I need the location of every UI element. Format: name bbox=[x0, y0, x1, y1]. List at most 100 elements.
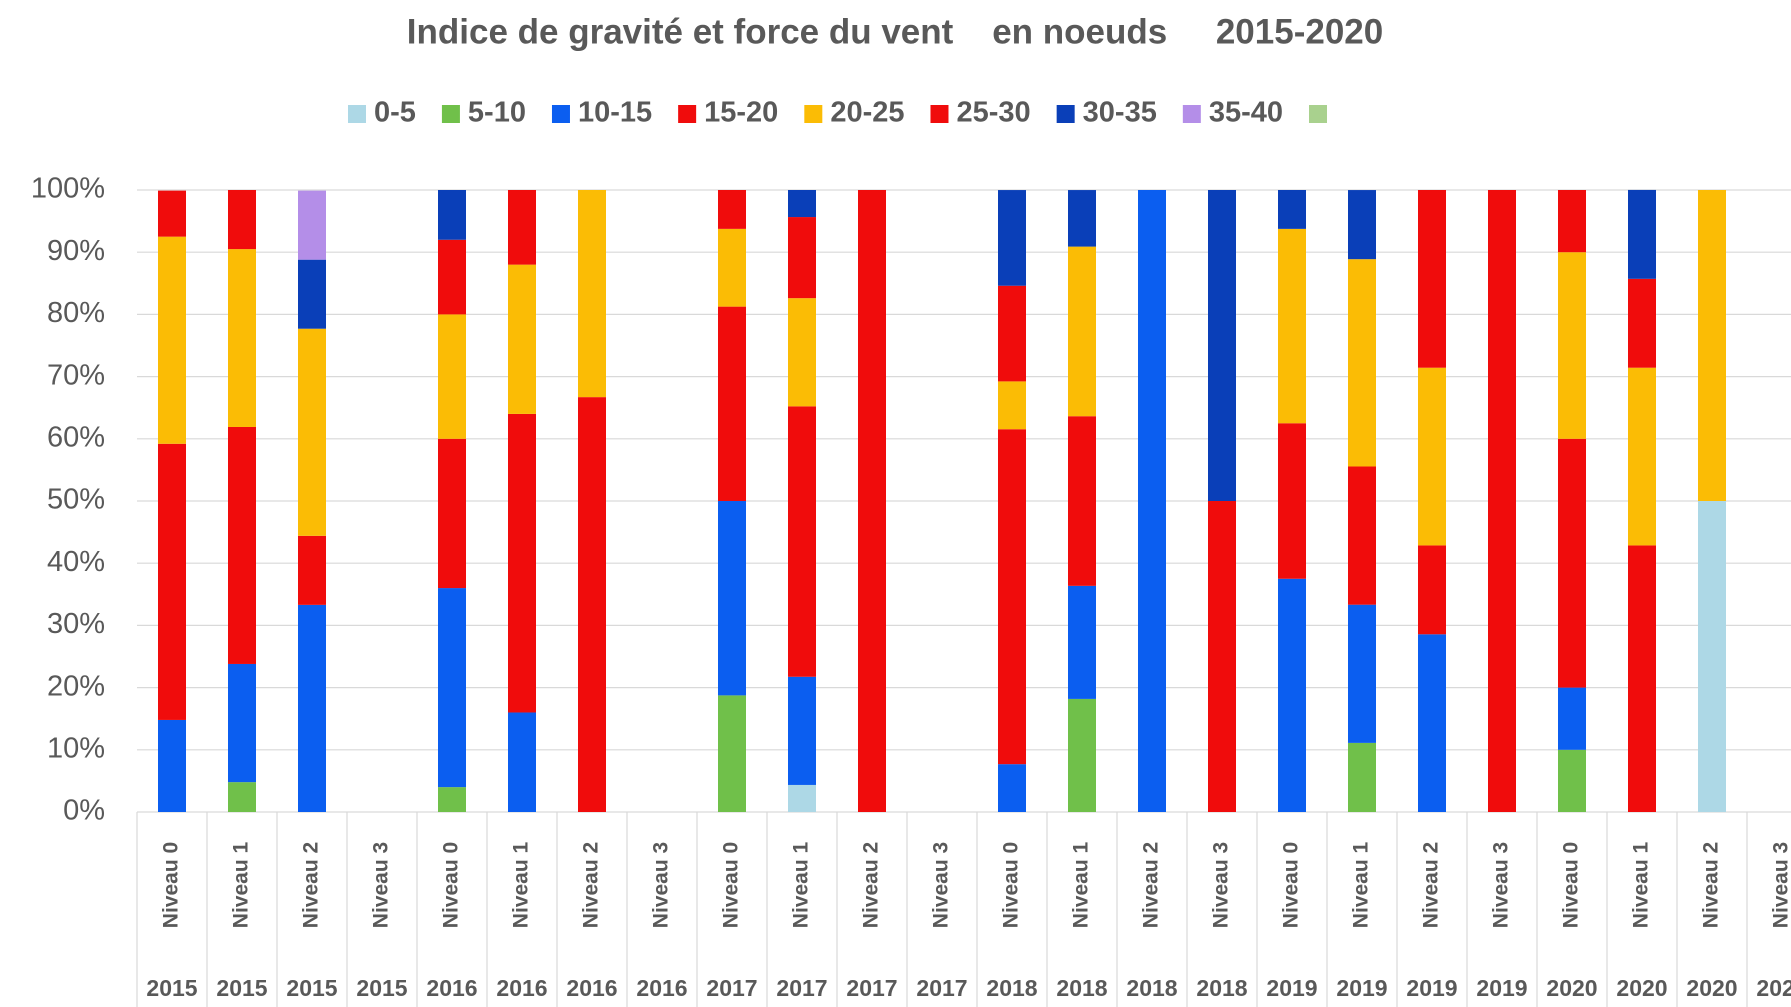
bar-segment bbox=[438, 190, 466, 240]
bar-segment bbox=[718, 695, 746, 812]
legend-swatch bbox=[930, 105, 949, 123]
bar-segment bbox=[1208, 190, 1236, 501]
x-tick-label: Niveau 0 bbox=[160, 842, 183, 928]
x-group-label: 2018 bbox=[1056, 975, 1107, 1001]
bar-segment bbox=[1278, 578, 1306, 812]
legend-label: 10-15 bbox=[578, 97, 652, 129]
x-group-label: 2015 bbox=[216, 975, 267, 1001]
bar-segment bbox=[788, 406, 816, 677]
bar-segment bbox=[1558, 687, 1586, 750]
bar-segment bbox=[298, 328, 326, 536]
legend-swatch bbox=[678, 105, 697, 123]
bar-segment bbox=[788, 676, 816, 785]
bar-segment bbox=[438, 239, 466, 315]
bar-segment bbox=[228, 782, 256, 812]
bar-segment bbox=[1068, 190, 1096, 247]
x-group-label: 2016 bbox=[426, 975, 477, 1001]
legend-label: 20-25 bbox=[830, 97, 904, 129]
bar-segment bbox=[1628, 278, 1656, 368]
y-tick-label: 60% bbox=[47, 421, 105, 453]
x-group-label: 2017 bbox=[706, 975, 757, 1001]
x-tick-label: Niveau 3 bbox=[370, 842, 393, 928]
bar-segment bbox=[298, 535, 326, 605]
bar-segment bbox=[508, 190, 536, 265]
y-tick-label: 80% bbox=[47, 297, 105, 329]
bar-segment bbox=[158, 190, 186, 237]
bar-segment bbox=[298, 259, 326, 329]
bar-segment bbox=[1348, 742, 1376, 812]
bar-segment bbox=[578, 190, 606, 398]
x-group-label: 2018 bbox=[986, 975, 1037, 1001]
bar-segment bbox=[1348, 259, 1376, 467]
bar-segment bbox=[788, 190, 816, 218]
bar-segment bbox=[1418, 190, 1446, 368]
bar-segment bbox=[1068, 585, 1096, 699]
x-tick-label: Niveau 3 bbox=[930, 842, 953, 928]
x-tick-label: Niveau 1 bbox=[1630, 841, 1653, 928]
bar-segment bbox=[1278, 190, 1306, 229]
bar-segment bbox=[1698, 190, 1726, 501]
y-tick-label: 100% bbox=[31, 173, 105, 205]
legend-swatch bbox=[804, 105, 823, 123]
bar-segment bbox=[1278, 423, 1306, 579]
bar-segment bbox=[438, 588, 466, 788]
x-tick-label: Niveau 2 bbox=[1140, 842, 1163, 928]
legend-label: 30-35 bbox=[1083, 97, 1157, 129]
x-tick-label: Niveau 2 bbox=[580, 842, 603, 928]
x-group-label: 2017 bbox=[846, 975, 897, 1001]
bar-segment bbox=[438, 438, 466, 589]
x-tick-label: Niveau 3 bbox=[1490, 842, 1513, 928]
x-tick-label: Niveau 0 bbox=[1000, 842, 1023, 928]
x-group-label: 2016 bbox=[566, 975, 617, 1001]
bar-segment bbox=[1418, 545, 1446, 635]
x-tick-label: Niveau 1 bbox=[790, 841, 813, 928]
legend-label: 25-30 bbox=[956, 97, 1030, 129]
bar-segment bbox=[228, 663, 256, 783]
x-group-label: 2017 bbox=[776, 975, 827, 1001]
x-group-label: 2015 bbox=[286, 975, 337, 1001]
legend-swatch bbox=[1056, 105, 1075, 123]
x-group-label: 2015 bbox=[146, 975, 197, 1001]
bar-segment bbox=[508, 712, 536, 812]
bar-segment bbox=[998, 381, 1026, 430]
bar-segment bbox=[438, 314, 466, 439]
bar-segment bbox=[508, 413, 536, 713]
bar-segment bbox=[998, 190, 1026, 286]
x-group-label: 2019 bbox=[1266, 975, 1317, 1001]
bar-segment bbox=[858, 190, 886, 812]
bar-segment bbox=[578, 397, 606, 812]
legend-swatch bbox=[1182, 105, 1201, 123]
bar-segment bbox=[1628, 189, 1656, 279]
bar-segment bbox=[1418, 367, 1446, 546]
bar-segment bbox=[998, 764, 1026, 812]
x-tick-label: Niveau 0 bbox=[1560, 842, 1583, 928]
y-tick-label: 0% bbox=[63, 795, 105, 827]
y-tick-label: 90% bbox=[47, 235, 105, 267]
bar-segment bbox=[1558, 749, 1586, 812]
bar-segment bbox=[298, 190, 326, 260]
bar-segment bbox=[998, 285, 1026, 382]
bar-segment bbox=[718, 190, 746, 229]
x-tick-label: Niveau 2 bbox=[1700, 842, 1723, 928]
bar-segment bbox=[1348, 466, 1376, 605]
x-tick-label: Niveau 2 bbox=[300, 842, 323, 928]
bar-segment bbox=[1348, 190, 1376, 260]
legend-label: 5-10 bbox=[468, 97, 526, 129]
bar-segment bbox=[158, 236, 186, 444]
bar-segment bbox=[1068, 698, 1096, 812]
bar-segment bbox=[1628, 367, 1656, 546]
bar-segment bbox=[1628, 545, 1656, 812]
x-group-label: 2019 bbox=[1476, 975, 1527, 1001]
bar-segment bbox=[1418, 634, 1446, 812]
x-tick-label: Niveau 0 bbox=[1280, 842, 1303, 928]
bar-segment bbox=[438, 787, 466, 812]
bar-segment bbox=[1558, 252, 1586, 439]
x-tick-label: Niveau 3 bbox=[1770, 842, 1791, 928]
x-tick-label: Niveau 1 bbox=[230, 841, 253, 928]
x-group-label: 2018 bbox=[1196, 975, 1247, 1001]
bar-segment bbox=[1278, 228, 1306, 424]
y-tick-label: 10% bbox=[47, 732, 105, 764]
bar-segment bbox=[718, 501, 746, 696]
legend-label: 35-40 bbox=[1209, 97, 1283, 129]
